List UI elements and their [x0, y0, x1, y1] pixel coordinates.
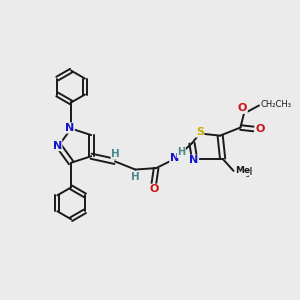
Text: N: N [189, 155, 199, 165]
Text: N: N [65, 123, 74, 133]
Text: O: O [238, 103, 247, 113]
Text: H: H [111, 149, 120, 159]
Text: N: N [52, 141, 62, 151]
Text: H: H [177, 147, 185, 158]
Text: N: N [170, 153, 179, 163]
Text: CH: CH [237, 167, 253, 177]
Text: S: S [196, 127, 204, 137]
Text: CH₂CH₃: CH₂CH₃ [260, 100, 292, 109]
Text: O: O [255, 124, 265, 134]
Text: Me: Me [235, 167, 250, 176]
Text: ₃: ₃ [246, 170, 249, 179]
Text: H: H [131, 172, 140, 182]
Text: O: O [149, 184, 158, 194]
